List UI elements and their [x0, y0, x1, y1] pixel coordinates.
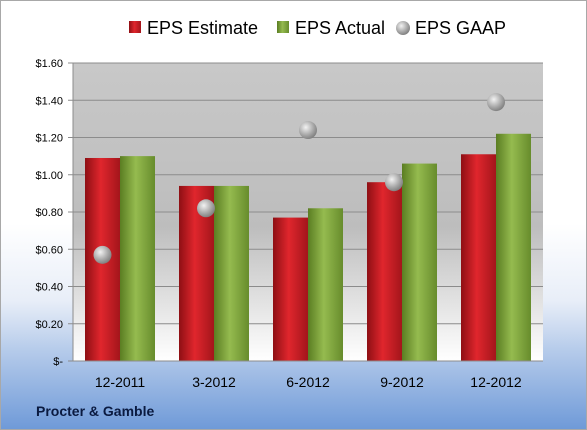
- x-tick-label: 9-2012: [380, 374, 424, 390]
- bar-eps-actual: [120, 156, 155, 361]
- marker-eps-gaap: [93, 245, 112, 264]
- legend-actual-label: EPS Actual: [295, 18, 385, 38]
- y-axis: $- $0.20 $0.40 $0.60 $0.80 $1.00 $1.20 $1.40 $1.…: [35, 58, 74, 368]
- marker-eps-gaap: [385, 173, 403, 192]
- legend: EPS Estimate EPS Actual EPS GAAP: [129, 18, 506, 38]
- x-tick-label: 3-2012: [192, 374, 236, 390]
- marker-eps-gaap: [197, 199, 215, 218]
- y-tick-label: $1.60: [35, 58, 63, 70]
- legend-estimate-swatch: [129, 21, 141, 33]
- company-label: Procter & Gamble: [36, 403, 155, 419]
- bar-eps-actual: [308, 208, 343, 361]
- legend-gaap-label: EPS GAAP: [415, 18, 506, 38]
- x-axis: 12-2011 3-2012 6-2012 9-2012 12-2012: [73, 360, 543, 390]
- bar-eps-actual: [402, 163, 437, 361]
- bar-eps-actual: [214, 185, 249, 361]
- bar-eps-actual: [496, 133, 531, 361]
- y-tick-label: $0.20: [35, 319, 63, 331]
- y-tick-label: $1.20: [35, 133, 63, 145]
- y-tick-label: $0.40: [35, 282, 63, 294]
- bar-eps-estimate: [273, 217, 308, 361]
- legend-gaap-marker: [396, 21, 410, 35]
- marker-eps-gaap: [299, 121, 317, 140]
- x-tick-label: 12-2012: [470, 374, 522, 390]
- marker-eps-gaap: [487, 93, 505, 112]
- x-tick-label: 6-2012: [286, 374, 330, 390]
- bar-eps-estimate: [461, 154, 496, 361]
- bar-eps-estimate: [367, 182, 402, 361]
- y-tick-label: $0.80: [35, 207, 63, 219]
- y-tick-label: $0.60: [35, 244, 63, 256]
- y-tick-label: $1.40: [35, 95, 63, 107]
- gaap-markers: [93, 93, 505, 264]
- x-tick-label: 12-2011: [95, 374, 146, 390]
- y-tick-label: $-: [53, 356, 63, 368]
- legend-estimate-label: EPS Estimate: [147, 18, 258, 38]
- legend-actual-swatch: [277, 21, 289, 33]
- bars: [85, 133, 531, 361]
- y-tick-label: $1.00: [35, 170, 63, 182]
